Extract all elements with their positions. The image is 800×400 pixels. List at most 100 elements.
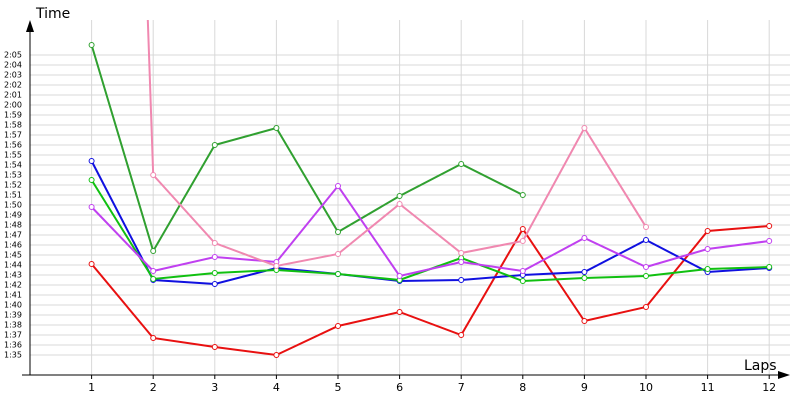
y-tick-label: 1:38 — [4, 321, 22, 330]
x-tick-label: 12 — [762, 381, 776, 394]
y-tick-label: 1:57 — [4, 131, 22, 140]
data-point — [150, 172, 157, 178]
y-tick-label: 1:43 — [4, 271, 22, 280]
data-point — [396, 273, 403, 279]
y-tick-label: 1:59 — [4, 111, 22, 120]
x-tick-label: 10 — [639, 381, 653, 394]
y-tick-label: 1:51 — [4, 191, 22, 200]
y-tick-label: 1:49 — [4, 211, 22, 220]
data-point — [704, 228, 711, 234]
data-point — [273, 125, 280, 131]
data-point — [211, 240, 218, 246]
x-tick-label: 6 — [396, 381, 403, 394]
y-tick-label: 1:36 — [4, 341, 22, 350]
data-point — [396, 193, 403, 199]
y-tick-label: 1:39 — [4, 311, 22, 320]
data-point — [704, 266, 711, 272]
y-tick-label: 2:04 — [4, 61, 22, 70]
data-point — [643, 237, 649, 243]
series-line — [90, 160, 770, 286]
data-point — [458, 277, 465, 283]
x-tick-label: 4 — [273, 381, 280, 394]
x-tick-label: 2 — [150, 381, 157, 394]
x-tick-label: 8 — [519, 381, 526, 394]
data-point — [150, 268, 157, 274]
data-point — [211, 344, 218, 350]
x-tick-label: 11 — [701, 381, 715, 394]
x-tick-label: 1 — [88, 381, 95, 394]
y-tick-label: 2:02 — [4, 81, 22, 90]
series-line — [90, 44, 524, 254]
data-point — [150, 335, 157, 341]
data-point — [519, 278, 526, 284]
data-point — [88, 261, 95, 267]
data-point — [273, 263, 280, 269]
y-tick-label: 1:55 — [4, 151, 22, 160]
data-point — [458, 332, 465, 338]
data-point — [519, 226, 526, 232]
data-point — [581, 318, 588, 324]
data-point — [88, 204, 95, 210]
data-point — [704, 246, 711, 252]
data-point — [519, 268, 526, 274]
y-tick-label: 1:40 — [4, 301, 22, 310]
y-tick-label: 1:52 — [4, 181, 22, 190]
series-line — [90, 225, 770, 357]
data-point — [766, 223, 773, 229]
data-point — [273, 352, 280, 358]
y-tick-label: 1:54 — [4, 161, 22, 170]
data-point — [211, 270, 218, 276]
data-point — [458, 259, 465, 265]
y-tick-label: 1:53 — [4, 171, 22, 180]
y-tick-label: 2:01 — [4, 91, 22, 100]
data-point — [335, 229, 341, 235]
data-point — [335, 251, 341, 257]
data-point — [88, 177, 95, 183]
data-point — [211, 142, 218, 148]
y-tick-label: 1:35 — [4, 351, 22, 360]
data-point — [335, 323, 341, 329]
data-point — [88, 158, 95, 164]
data-point — [581, 235, 588, 241]
data-point — [643, 264, 649, 270]
y-tick-label: 1:58 — [4, 121, 22, 130]
data-point — [519, 238, 526, 244]
series-line — [90, 184, 770, 278]
data-point — [211, 254, 218, 260]
y-axis-label: Time — [35, 6, 70, 22]
data-point — [519, 192, 526, 198]
y-tick-label: 1:48 — [4, 221, 22, 230]
plot-area — [88, 20, 773, 358]
data-point — [766, 238, 773, 244]
y-tick-label: 2:03 — [4, 71, 22, 80]
data-point — [581, 275, 588, 281]
x-tick-label: 5 — [335, 381, 342, 394]
data-point — [581, 269, 588, 275]
y-tick-label: 1:44 — [4, 261, 22, 270]
x-tick-label: 3 — [211, 381, 218, 394]
y-axis-arrow — [26, 20, 34, 32]
data-point — [458, 250, 465, 256]
y-tick-label: 1:50 — [4, 201, 22, 210]
data-point — [643, 224, 649, 230]
y-tick-label: 1:56 — [4, 141, 22, 150]
data-point — [88, 42, 95, 48]
data-point — [150, 248, 157, 254]
data-point — [335, 183, 341, 189]
y-tick-label: 1:37 — [4, 331, 22, 340]
y-tick-label: 1:47 — [4, 231, 22, 240]
y-tick-label: 1:46 — [4, 241, 22, 250]
y-tick-label: 1:45 — [4, 251, 22, 260]
data-point — [766, 264, 773, 270]
data-point — [396, 309, 403, 315]
data-point — [581, 125, 588, 131]
series-line — [146, 20, 647, 268]
data-point — [643, 273, 649, 279]
x-axis-arrow — [778, 371, 790, 379]
data-point — [335, 271, 341, 277]
y-tick-label: 2:00 — [4, 101, 22, 110]
data-point — [211, 281, 218, 287]
data-point — [643, 304, 649, 310]
data-point — [396, 201, 403, 207]
